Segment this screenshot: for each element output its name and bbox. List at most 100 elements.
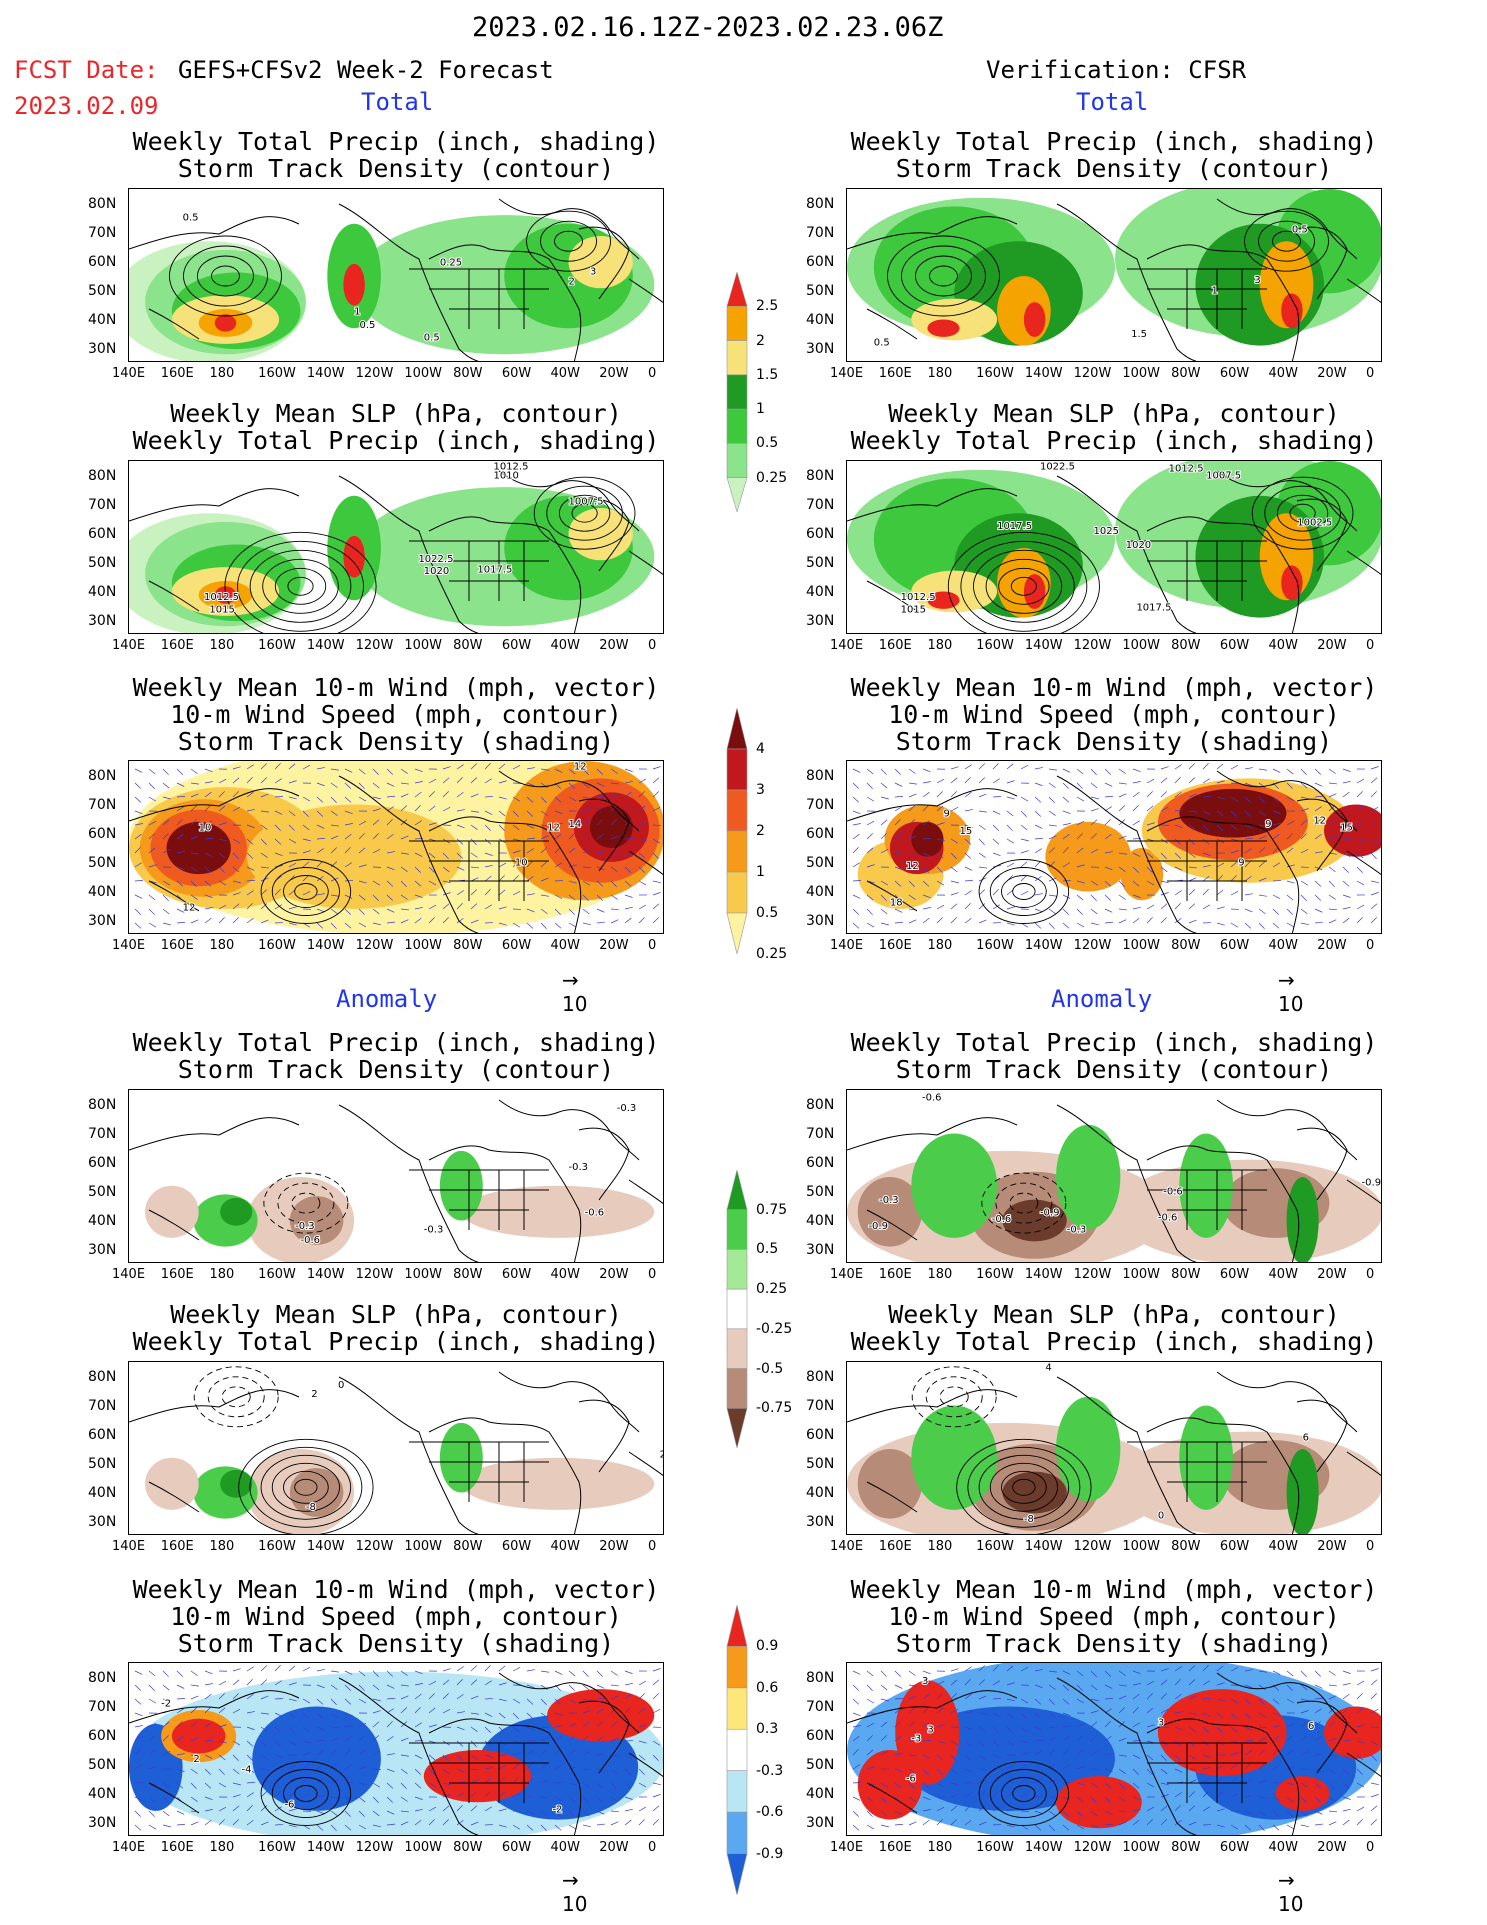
wind-vector bbox=[218, 1680, 227, 1686]
wind-vector bbox=[498, 1665, 506, 1672]
wind-vector bbox=[246, 1726, 255, 1731]
wind-vector bbox=[1132, 1683, 1141, 1686]
wind-vector bbox=[372, 833, 379, 840]
lat-tick-label: 60N bbox=[806, 254, 835, 270]
wind-vector bbox=[162, 1782, 171, 1788]
lon-tick-label: 20W bbox=[1317, 638, 1347, 653]
wind-vector bbox=[316, 810, 324, 817]
wind-vector bbox=[1202, 1726, 1209, 1733]
coastline-path bbox=[578, 798, 630, 872]
coastline-path bbox=[1346, 278, 1381, 304]
colorbar-label: -0.75 bbox=[756, 1400, 793, 1417]
wind-vector bbox=[204, 1768, 211, 1775]
wind-vector bbox=[330, 1670, 339, 1673]
wind-vector bbox=[638, 866, 645, 873]
wind-vector bbox=[1244, 824, 1253, 829]
wind-vector bbox=[866, 1749, 874, 1756]
wind-vector bbox=[260, 1791, 268, 1798]
coastline-path bbox=[428, 1417, 582, 1534]
wind-vector bbox=[512, 1726, 520, 1733]
wind-vector bbox=[894, 1698, 904, 1700]
colorbar-swatch bbox=[726, 912, 748, 955]
wind-vector bbox=[1258, 835, 1267, 840]
wind-speed-contour bbox=[1012, 1785, 1036, 1802]
wind-vector bbox=[596, 1708, 604, 1714]
wind-vector bbox=[386, 1810, 395, 1815]
wind-vector bbox=[1160, 791, 1167, 798]
wind-vector bbox=[1300, 796, 1309, 800]
wind-vector bbox=[232, 838, 241, 844]
wind-vector bbox=[232, 1679, 240, 1686]
wind-vector bbox=[1328, 782, 1337, 785]
wind-vector bbox=[1314, 833, 1322, 840]
wind-vector bbox=[330, 1712, 338, 1718]
wind-vector bbox=[358, 1670, 366, 1677]
wind-vector bbox=[950, 1782, 959, 1786]
wind-vector bbox=[204, 781, 213, 784]
wind-vector bbox=[512, 824, 520, 831]
coastline-path bbox=[866, 308, 918, 340]
wind-speed-contour bbox=[271, 867, 340, 916]
wind-vector bbox=[978, 1665, 986, 1672]
wind-vector bbox=[134, 847, 141, 854]
wind-vector bbox=[442, 791, 449, 798]
wind-vector bbox=[288, 1726, 295, 1733]
wind-vector bbox=[526, 1750, 534, 1756]
wind-vector bbox=[358, 1824, 367, 1830]
lon-tick-label: 120W bbox=[355, 938, 394, 953]
wind-vector bbox=[344, 768, 353, 773]
wind-vector bbox=[1188, 889, 1196, 896]
wind-vector bbox=[330, 861, 338, 868]
wind-vector bbox=[1020, 796, 1029, 802]
wind-vector bbox=[428, 805, 436, 812]
wind-vector bbox=[540, 1779, 549, 1784]
wind-vector bbox=[358, 1735, 365, 1742]
wind-vector bbox=[1006, 1682, 1015, 1686]
wind-vector bbox=[218, 778, 227, 784]
track-contour bbox=[540, 220, 597, 262]
wind-vector bbox=[358, 1698, 367, 1704]
wind-vector bbox=[1188, 1779, 1197, 1784]
wind-vector bbox=[400, 1810, 409, 1813]
wind-vector bbox=[302, 838, 311, 842]
wind-vector bbox=[302, 1712, 309, 1719]
coastline-path bbox=[129, 1117, 300, 1151]
wind-vector bbox=[1300, 768, 1307, 775]
wind-vector bbox=[1342, 1682, 1351, 1686]
wind-vector bbox=[1174, 1819, 1182, 1826]
wind-vector bbox=[1034, 1763, 1041, 1770]
wind-vector bbox=[610, 1737, 619, 1742]
wind-vector bbox=[162, 1796, 169, 1803]
lon-tick-label: 60W bbox=[1219, 938, 1250, 953]
lon-tick-label: 160W bbox=[976, 1267, 1014, 1282]
wind-vector bbox=[1132, 880, 1140, 887]
track-anomaly-shading bbox=[547, 1689, 655, 1742]
wind-vector bbox=[330, 847, 338, 854]
wind-vector bbox=[964, 879, 973, 882]
contour-label: 1012.5 bbox=[901, 592, 936, 603]
wind-vector bbox=[652, 903, 660, 910]
slp-contour bbox=[533, 476, 636, 550]
wind-vector bbox=[1034, 767, 1043, 770]
wind-vector bbox=[1356, 1707, 1364, 1714]
wind-vector bbox=[148, 1684, 155, 1691]
panel-title-line: Weekly Mean SLP (hPa, contour) bbox=[888, 1300, 1340, 1329]
wind-vector bbox=[316, 767, 325, 770]
wind-vector bbox=[1342, 1808, 1351, 1812]
wind-vector bbox=[358, 847, 366, 854]
wind-vector bbox=[358, 1796, 366, 1803]
wind-vector bbox=[456, 1805, 463, 1812]
wind-vector bbox=[540, 1810, 548, 1817]
wind-vector bbox=[568, 768, 576, 775]
wind-vector bbox=[568, 1810, 575, 1817]
panel-title-line: 10-m Wind Speed (mph, contour) bbox=[888, 1602, 1340, 1631]
lon-tick-label: 80W bbox=[453, 638, 483, 653]
wind-vector bbox=[1244, 1750, 1252, 1756]
wind-vector bbox=[470, 1779, 479, 1784]
wind-vector bbox=[470, 1821, 479, 1826]
wind-vector bbox=[1174, 809, 1183, 812]
wind-vector bbox=[484, 778, 492, 784]
wind-vector bbox=[950, 1668, 959, 1672]
wind-vector bbox=[1244, 1726, 1253, 1731]
wind-vector bbox=[484, 796, 494, 798]
